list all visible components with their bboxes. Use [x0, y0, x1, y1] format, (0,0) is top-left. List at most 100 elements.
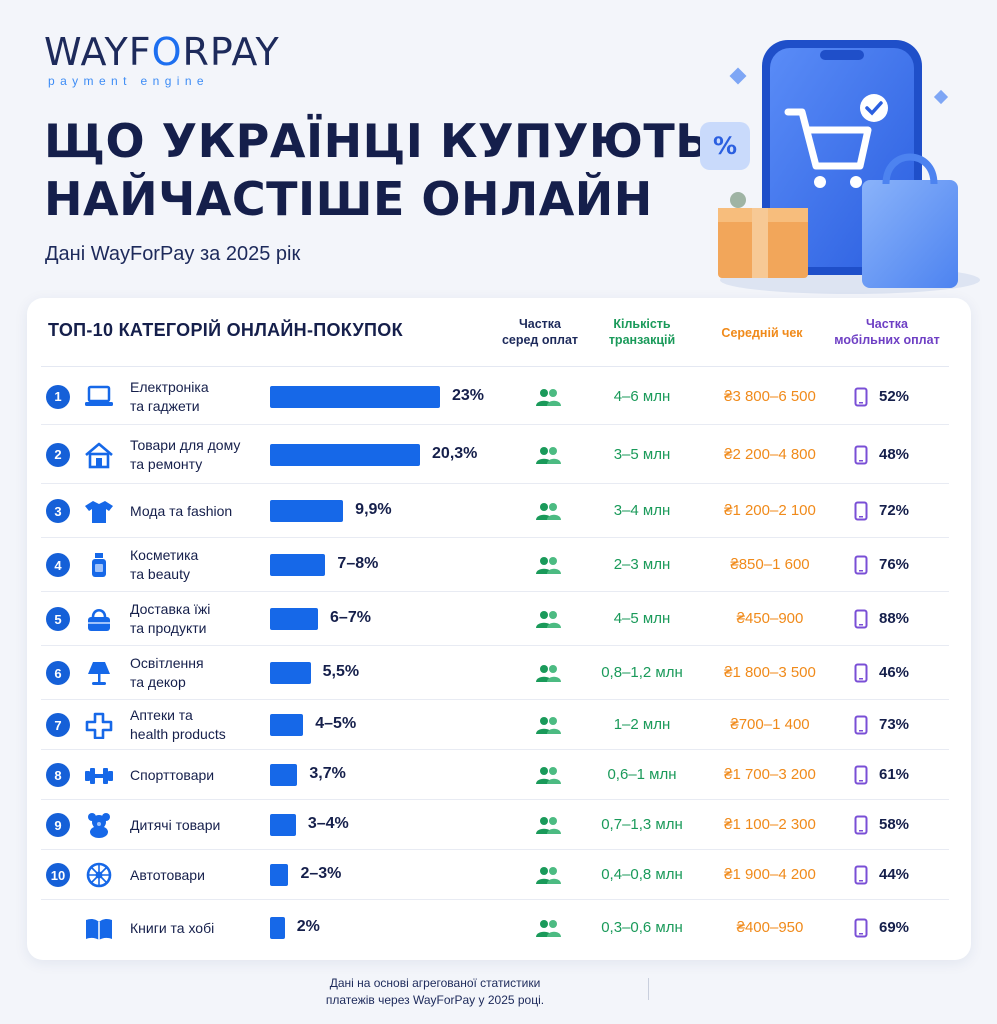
mobile-share-value: 48%	[879, 445, 910, 463]
mobile-share-value: 69%	[879, 919, 910, 936]
table-row: 1 Електроніка та гаджети 23% 4–6 млн ₴3 800–6…	[27, 368, 971, 425]
table-row: 4 Косметика та beauty 7–8% 2–3 млн ₴850–1 600…	[27, 538, 971, 592]
transactions-value: 0,4–0,8 млн	[601, 866, 683, 883]
avg-check-value: ₴3 800–6 500	[724, 387, 816, 405]
avg-check-value: ₴850–1 600	[730, 556, 810, 573]
page-subtitle: Дані WayForPay за 2025 рік	[45, 243, 301, 265]
avg-check-value: ₴1 900–4 200	[724, 866, 816, 883]
share-bar	[270, 443, 421, 466]
mobile-share-value: 61%	[879, 766, 910, 783]
people-icon	[536, 611, 561, 628]
mobile-share-value: 76%	[879, 556, 910, 573]
tshirt-icon	[85, 501, 113, 523]
header-mobile-share: Частка мобільних оплат	[834, 317, 940, 347]
header-share: Частка серед оплат	[501, 317, 579, 347]
share-bar	[270, 662, 311, 684]
avg-check-value: ₴450–900	[736, 610, 804, 627]
transactions-value: 0,8–1,2 млн	[601, 664, 683, 681]
phone-icon	[854, 501, 868, 521]
transactions-value: 1–2 млн	[613, 716, 671, 733]
wheel-icon	[86, 862, 112, 888]
avg-check-value: ₴400–950	[736, 919, 804, 936]
transactions-value: 0,7–1,3 млн	[601, 816, 683, 833]
row-divider	[41, 424, 949, 425]
table-title: ТОП-10 КАТЕГОРІЙ ОНЛАЙН-ПОКУПОК	[48, 320, 403, 340]
table-row: 9 Дитячі товари 3–4% 0,7–1,3 млн ₴1 100–2 30…	[27, 800, 971, 850]
shopping-phone-illustration: %	[700, 40, 980, 294]
logo-wordmark: WAYFORPAY	[44, 30, 280, 74]
transactions-value: 4–6 млн	[613, 387, 671, 405]
share-label: 2–3%	[300, 865, 342, 882]
transactions-value: 4–5 млн	[613, 610, 671, 627]
share-label: 5,5%	[322, 663, 360, 680]
row-divider	[41, 645, 949, 646]
wayforpay-logo: WAYFORPAY payment engine	[44, 32, 280, 88]
phone-icon	[854, 918, 868, 938]
footnote: Дані на основі агрегованої статистики пл…	[325, 976, 545, 1007]
transactions-value: 2–3 млн	[613, 556, 671, 573]
phone-icon	[854, 765, 868, 785]
share-bar	[270, 385, 440, 408]
table-row: 2 Товари для дому та ремонту 20,3% 3–5 млн ₴2…	[27, 425, 971, 484]
avg-check-value: ₴700–1 400	[730, 716, 810, 733]
phone-icon	[854, 555, 868, 575]
phone-icon	[854, 715, 868, 735]
share-label: 3,7%	[309, 765, 346, 782]
category-name: Мода та fashion	[130, 502, 233, 519]
rank-badge: 10	[46, 863, 70, 887]
share-label: 23%	[452, 386, 485, 404]
share-label: 6–7%	[330, 609, 371, 626]
rank-badge: 4	[46, 553, 70, 577]
phone-icon	[854, 445, 868, 464]
phone-icon	[854, 609, 868, 629]
category-name: Книги та хобі	[130, 919, 215, 936]
mobile-share-value: 72%	[879, 502, 910, 519]
transactions-value: 3–5 млн	[613, 445, 671, 463]
avg-check-value: ₴1 200–2 100	[724, 502, 816, 519]
phone-icon	[854, 865, 868, 885]
table-row: Книги та хобі 2% 0,3–0,6 млн ₴400–950 69%	[27, 900, 971, 956]
people-icon	[536, 920, 561, 937]
lamp-icon	[88, 662, 110, 685]
laptop-icon	[85, 385, 113, 406]
row-divider	[41, 699, 949, 700]
table-row: 6 Освітлення та декор 5,5% 0,8–1,2 млн ₴1 800…	[27, 646, 971, 700]
header-transactions: Кількість транзакцій	[608, 317, 676, 347]
people-icon	[536, 767, 561, 784]
share-label: 2%	[296, 918, 320, 935]
people-icon	[536, 665, 561, 682]
house-icon	[85, 442, 113, 468]
category-name: Автотовари	[130, 866, 205, 883]
phone-icon	[854, 815, 868, 835]
people-icon	[536, 388, 561, 406]
table-row: 3 Мода та fashion 9,9% 3–4 млн ₴1 200–2 100 7…	[27, 484, 971, 538]
rank-badge: 3	[46, 499, 70, 523]
share-bar	[270, 864, 289, 886]
row-divider	[41, 849, 949, 850]
mobile-share-value: 46%	[879, 664, 910, 681]
avg-check-value: ₴2 200–4 800	[724, 445, 816, 463]
category-name: Освітлення та декор	[130, 655, 204, 690]
logo-tagline: payment engine	[48, 74, 209, 88]
teddy-bear-icon	[88, 813, 110, 838]
row-divider	[41, 799, 949, 800]
medical-cross-icon	[85, 712, 113, 739]
table-row: 8 Спорттовари 3,7% 0,6–1 млн ₴1 700–3 200 61%	[27, 750, 971, 800]
mobile-share-value: 44%	[879, 866, 910, 883]
share-label: 20,3%	[432, 444, 478, 462]
rank-badge: 9	[46, 813, 70, 837]
categories-table-card: ТОП-10 КАТЕГОРІЙ ОНЛАЙН-ПОКУПОК Частка с…	[27, 298, 971, 960]
svg-text:%: %	[713, 132, 737, 160]
phone-icon	[854, 663, 868, 683]
category-name: Дитячі товари	[130, 816, 221, 833]
transactions-value: 0,3–0,6 млн	[601, 919, 683, 936]
header-avg-check: Середній чек	[721, 326, 803, 340]
share-bar	[270, 814, 296, 836]
avg-check-value: ₴1 800–3 500	[724, 664, 816, 681]
people-icon	[536, 503, 561, 520]
share-label: 4–5%	[315, 715, 357, 732]
avg-check-value: ₴1 100–2 300	[724, 816, 816, 833]
share-label: 9,9%	[355, 501, 392, 518]
table-row: 7 Аптеки та health products 4–5% 1–2 млн ₴700…	[27, 700, 971, 750]
category-name: Спорттовари	[130, 766, 215, 783]
